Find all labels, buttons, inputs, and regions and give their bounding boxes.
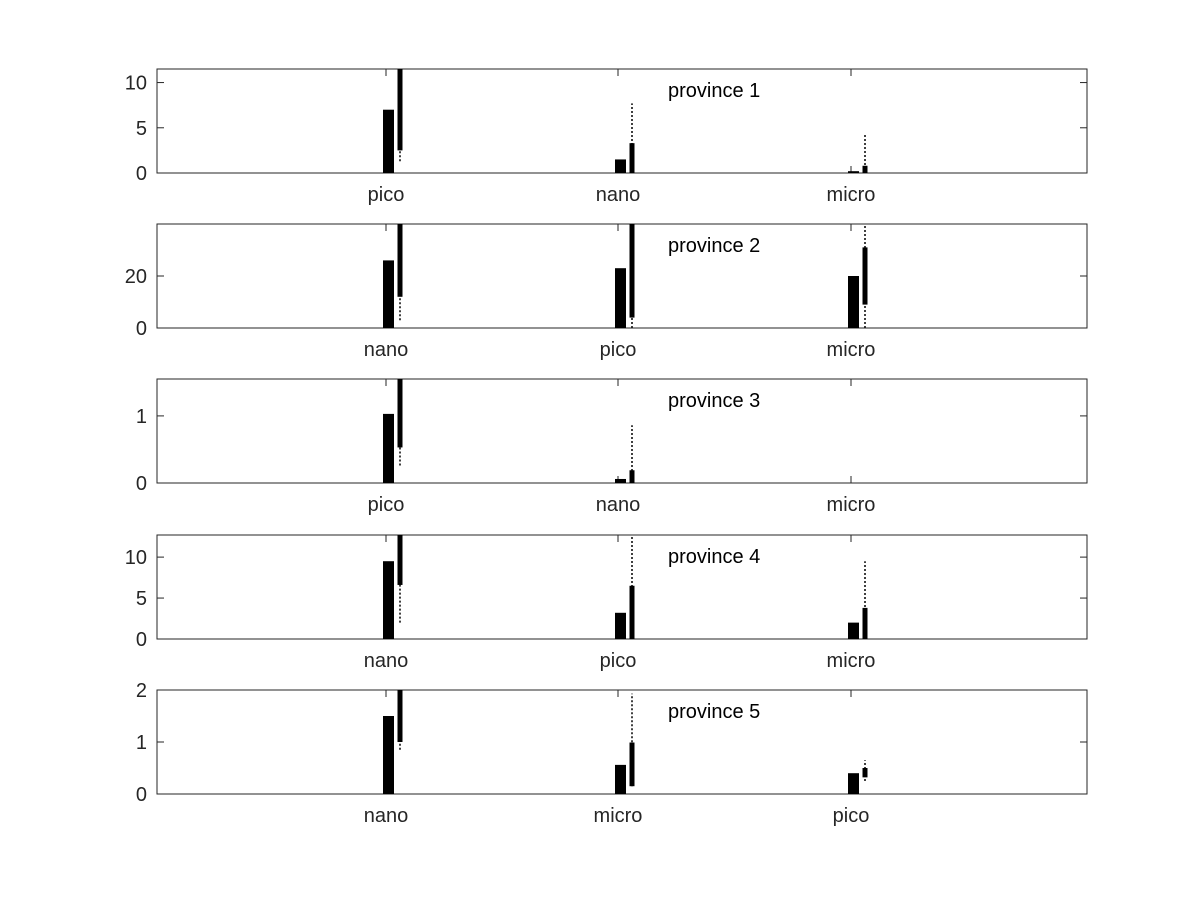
bar	[383, 716, 394, 794]
x-tick-label: pico	[600, 650, 637, 672]
axes-frame	[156, 378, 1088, 484]
x-tick-label: pico	[368, 184, 405, 206]
x-tick-label: micro	[827, 184, 876, 206]
x-tick-label: nano	[364, 339, 409, 361]
bar	[383, 413, 394, 483]
y-tick-label: 5	[136, 118, 147, 140]
bar	[615, 268, 626, 328]
panel-title: province 4	[668, 546, 760, 568]
interval-box	[629, 470, 635, 483]
bar	[848, 171, 859, 173]
x-tick-label: micro	[827, 650, 876, 672]
x-tick-label: nano	[364, 805, 409, 827]
bar	[615, 159, 626, 173]
bar	[848, 622, 859, 639]
interval-box	[629, 742, 635, 787]
x-tick-label: micro	[594, 805, 643, 827]
y-tick-label: 10	[125, 73, 147, 95]
interval-box	[397, 69, 403, 151]
bar	[383, 260, 394, 328]
bar	[848, 773, 859, 794]
y-tick-label: 0	[136, 163, 147, 185]
y-tick-label: 20	[125, 266, 147, 288]
x-tick-label: nano	[596, 494, 641, 516]
panel-title: province 2	[668, 235, 760, 257]
panel-1: 0 5 10 pico nano micro province 1	[125, 68, 1088, 206]
bar	[383, 561, 394, 639]
panel-5: 0 1 2 nano micro pico province 5	[136, 680, 1088, 827]
x-tick-label: nano	[596, 184, 641, 206]
y-tick-label: 10	[125, 547, 147, 569]
interval-box	[862, 607, 868, 639]
y-tick-label: 1	[136, 406, 147, 428]
bar	[848, 276, 859, 328]
y-tick-label: 5	[136, 588, 147, 610]
interval-box	[629, 224, 635, 318]
panel-title: province 5	[668, 701, 760, 723]
interval-box	[397, 224, 403, 297]
panel-4: 0 5 10 nano pico micro province 4	[125, 534, 1088, 672]
y-tick-label: 0	[136, 318, 147, 340]
panel-title: province 1	[668, 80, 760, 102]
x-tick-label: micro	[827, 494, 876, 516]
bar	[383, 109, 394, 173]
interval-box	[629, 143, 635, 173]
interval-box	[629, 585, 635, 639]
interval-box	[862, 247, 868, 305]
bar	[615, 612, 626, 639]
interval-box	[397, 379, 403, 448]
y-tick-label: 2	[136, 680, 147, 702]
x-tick-label: pico	[833, 805, 870, 827]
interval-box	[397, 535, 403, 585]
y-tick-label: 0	[136, 473, 147, 495]
x-tick-label: pico	[368, 494, 405, 516]
x-tick-label: nano	[364, 650, 409, 672]
interval-box	[862, 165, 868, 173]
bar	[615, 764, 626, 794]
y-tick-label: 0	[136, 629, 147, 651]
y-tick-label: 0	[136, 784, 147, 806]
bar	[615, 478, 626, 483]
panel-2: 0 20 nano pico micro province 2	[125, 223, 1088, 361]
axes-frame	[156, 68, 1088, 174]
panel-title: province 3	[668, 390, 760, 412]
x-tick-label: micro	[827, 339, 876, 361]
panel-3: 0 1 pico nano micro province 3	[136, 378, 1088, 516]
x-tick-label: pico	[600, 339, 637, 361]
interval-box	[862, 768, 868, 778]
y-tick-label: 1	[136, 732, 147, 754]
interval-box	[397, 690, 403, 742]
